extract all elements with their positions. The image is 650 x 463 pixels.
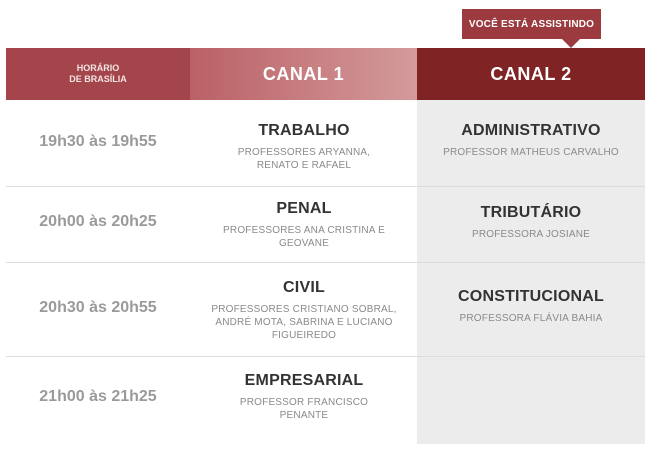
program-title: TRABALHO <box>258 122 350 139</box>
canal-2-program[interactable]: CONSTITUCIONAL PROFESSORA FLÁVIA BAHIA <box>417 288 645 325</box>
program-title: ADMINISTRATIVO <box>461 122 601 139</box>
time-header-line2: DE BRASÍLIA <box>69 74 127 84</box>
row-time: 20h30 às 20h55 <box>39 299 157 316</box>
program-teachers: PROFESSORES CRISTIANO SOBRAL, ANDRÉ MOTA… <box>211 304 397 341</box>
program-title: CIVIL <box>283 279 325 296</box>
program-title: PENAL <box>276 200 332 217</box>
row-divider <box>6 262 645 263</box>
time-column-header: HORÁRIO DE BRASÍLIA <box>6 48 190 100</box>
canal-1-program[interactable]: CIVIL PROFESSORES CRISTIANO SOBRAL, ANDR… <box>204 279 404 342</box>
program-title: CONSTITUCIONAL <box>458 288 604 305</box>
canal-2-column-highlight <box>417 100 645 444</box>
program-teachers: PROFESSORA FLÁVIA BAHIA <box>459 313 603 324</box>
program-teachers: PROFESSORA JOSIANE <box>471 229 591 240</box>
canal-2-program[interactable]: TRIBUTÁRIO PROFESSORA JOSIANE <box>417 204 645 241</box>
time-header-line1: HORÁRIO <box>76 63 120 73</box>
canal-1-program[interactable]: EMPRESARIAL PROFESSOR FRANCISCO PENANTE <box>204 372 404 422</box>
row-divider <box>6 186 645 187</box>
row-time: 19h30 às 19h55 <box>39 133 157 150</box>
tab-canal-1[interactable]: CANAL 1 <box>190 48 417 100</box>
program-teachers: PROFESSORES ANA CRISTINA E GEOVANE <box>223 225 385 249</box>
program-teachers: PROFESSOR MATHEUS CARVALHO <box>443 147 619 158</box>
program-teachers: PROFESSOR FRANCISCO PENANTE <box>239 397 369 421</box>
canal-2-program[interactable]: ADMINISTRATIVO PROFESSOR MATHEUS CARVALH… <box>417 122 645 159</box>
now-watching-badge: VOCÊ ESTÁ ASSISTINDO <box>462 9 601 39</box>
canal-1-program[interactable]: TRABALHO PROFESSORES ARYANNA, RENATO E R… <box>204 122 404 172</box>
row-time: 21h00 às 21h25 <box>39 388 157 405</box>
row-divider <box>6 356 645 357</box>
row-time: 20h00 às 20h25 <box>39 213 157 230</box>
badge-pointer-icon <box>562 39 580 48</box>
schedule-header: HORÁRIO DE BRASÍLIA CANAL 1 CANAL 2 <box>6 48 645 100</box>
program-title: TRIBUTÁRIO <box>480 204 582 221</box>
tab-canal-2[interactable]: CANAL 2 <box>417 48 645 100</box>
program-teachers: PROFESSORES ARYANNA, RENATO E RAFAEL <box>237 147 371 171</box>
program-title: EMPRESARIAL <box>244 372 364 389</box>
canal-1-program[interactable]: PENAL PROFESSORES ANA CRISTINA E GEOVANE <box>204 200 404 250</box>
